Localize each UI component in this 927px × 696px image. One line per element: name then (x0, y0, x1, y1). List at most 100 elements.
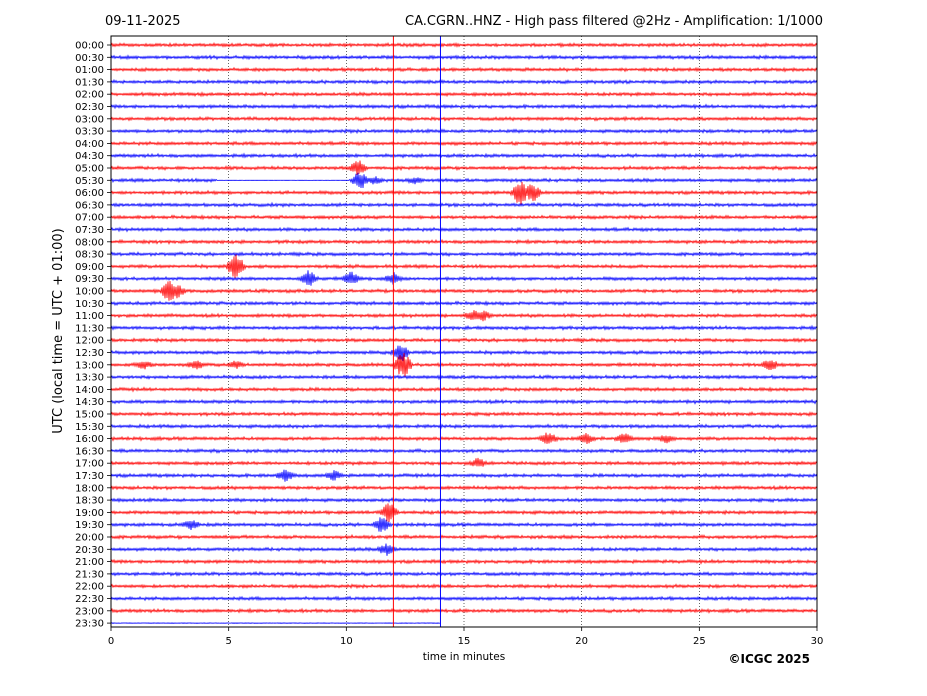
y-tick-label: 08:30 (75, 250, 104, 261)
trace-row-2330 (110, 622, 441, 624)
trace-row-1300 (110, 353, 818, 377)
y-tick-label: 11:30 (75, 323, 104, 334)
trace-row-0000 (110, 41, 818, 49)
y-tick-label: 04:30 (75, 151, 104, 162)
y-tick-label: 23:30 (75, 619, 104, 630)
trace-row-1600 (110, 432, 818, 445)
y-tick-label: 15:00 (75, 410, 104, 421)
y-tick-label: 03:30 (75, 127, 104, 138)
y-tick-label: 13:00 (75, 360, 104, 371)
trace-row-2300 (110, 607, 818, 614)
trace-row-1030 (110, 300, 818, 307)
copyright-notice: ©ICGC 2025 (728, 652, 810, 666)
y-tick-label: 21:00 (75, 557, 104, 568)
y-tick-label: 16:00 (75, 434, 104, 445)
y-tick-label: 10:00 (75, 287, 104, 298)
y-tick-label: 13:30 (75, 373, 104, 384)
trace-row-0830 (110, 251, 818, 258)
x-axis-label: time in minutes (423, 651, 505, 663)
current-time-markers (392, 36, 441, 627)
trace-row-1100 (110, 310, 818, 322)
y-tick-label: 18:00 (75, 483, 104, 494)
trace-row-0630 (110, 201, 818, 209)
trace-row-0500 (110, 160, 818, 175)
trace-row-0330 (110, 127, 818, 135)
x-tick-label: 30 (811, 636, 824, 647)
y-tick-label: 16:30 (75, 446, 104, 457)
trace-row-0700 (110, 214, 818, 221)
trace-row-2100 (110, 558, 818, 565)
trace-row-1430 (110, 398, 818, 405)
trace-row-1500 (110, 410, 818, 418)
y-tick-label: 22:30 (75, 594, 104, 605)
y-tick-label: 04:00 (75, 139, 104, 150)
y-tick-label: 12:30 (75, 348, 104, 359)
trace-row-1830 (110, 496, 818, 504)
trace-row-1900 (110, 503, 818, 523)
y-tick-label: 09:30 (75, 274, 104, 285)
y-tick-label: 02:00 (75, 90, 104, 101)
y-tick-label: 06:00 (75, 188, 104, 199)
trace-row-1700 (110, 457, 818, 467)
y-tick-label: 14:00 (75, 385, 104, 396)
y-tick-label: 23:00 (75, 606, 104, 617)
trace-row-1230 (110, 345, 818, 362)
seismic-traces (110, 41, 818, 624)
y-tick-label: 01:30 (75, 77, 104, 88)
trace-row-0600 (110, 181, 818, 205)
y-tick-label: 20:00 (75, 533, 104, 544)
chart-title: CA.CGRN..HNZ - High pass filtered @2Hz -… (405, 14, 823, 29)
trace-row-1800 (110, 484, 818, 491)
chart-date: 09-11-2025 (105, 14, 181, 29)
y-tick-label: 07:00 (75, 213, 104, 224)
x-tick-label: 5 (225, 636, 231, 647)
trace-row-1400 (110, 386, 818, 393)
trace-row-0200 (110, 91, 818, 98)
trace-row-0400 (110, 140, 818, 147)
trace-row-1930 (110, 517, 818, 532)
trace-row-0430 (110, 152, 818, 159)
trace-row-1730 (110, 469, 818, 482)
y-tick-label: 10:30 (75, 299, 104, 310)
trace-row-2230 (110, 595, 818, 602)
trace-row-0130 (110, 78, 818, 85)
y-tick-label: 22:00 (75, 582, 104, 593)
y-tick-label: 19:00 (75, 508, 104, 519)
y-tick-label: 06:30 (75, 200, 104, 211)
trace-row-2200 (110, 583, 818, 590)
y-tick-label: 05:30 (75, 176, 104, 187)
trace-row-0900 (110, 254, 818, 279)
y-tick-label: 20:30 (75, 545, 104, 556)
y-tick-label: 17:30 (75, 471, 104, 482)
trace-row-0300 (110, 115, 818, 122)
y-tick-label: 14:30 (75, 397, 104, 408)
trace-row-0100 (110, 66, 818, 73)
x-tick-label: 0 (108, 636, 114, 647)
y-tick-label: 03:00 (75, 114, 104, 125)
y-tick-label: 05:00 (75, 164, 104, 175)
y-tick-label: 18:30 (75, 496, 104, 507)
y-tick-label: 01:00 (75, 65, 104, 76)
trace-row-1200 (110, 337, 818, 344)
trace-row-2130 (110, 570, 818, 577)
trace-row-1000 (110, 280, 818, 301)
y-tick-label: 11:00 (75, 311, 104, 322)
trace-row-0930 (110, 270, 818, 286)
x-tick-label: 25 (693, 636, 706, 647)
trace-row-0800 (110, 238, 818, 245)
y-tick-label: 08:00 (75, 237, 104, 248)
y-tick-label: 00:00 (75, 41, 104, 52)
y-tick-label: 19:30 (75, 520, 104, 531)
x-axis-ticks: 0 5 10 15 20 25 30 (108, 627, 824, 647)
y-tick-label: 12:00 (75, 336, 104, 347)
y-axis-label: UTC (local time = UTC + 01:00) (51, 228, 66, 433)
trace-row-0030 (110, 54, 818, 61)
y-tick-label: 15:30 (75, 422, 104, 433)
trace-row-1630 (110, 447, 818, 454)
y-tick-label: 17:00 (75, 459, 104, 470)
x-tick-label: 20 (575, 636, 588, 647)
y-tick-label: 00:30 (75, 53, 104, 64)
trace-row-2000 (110, 533, 818, 541)
